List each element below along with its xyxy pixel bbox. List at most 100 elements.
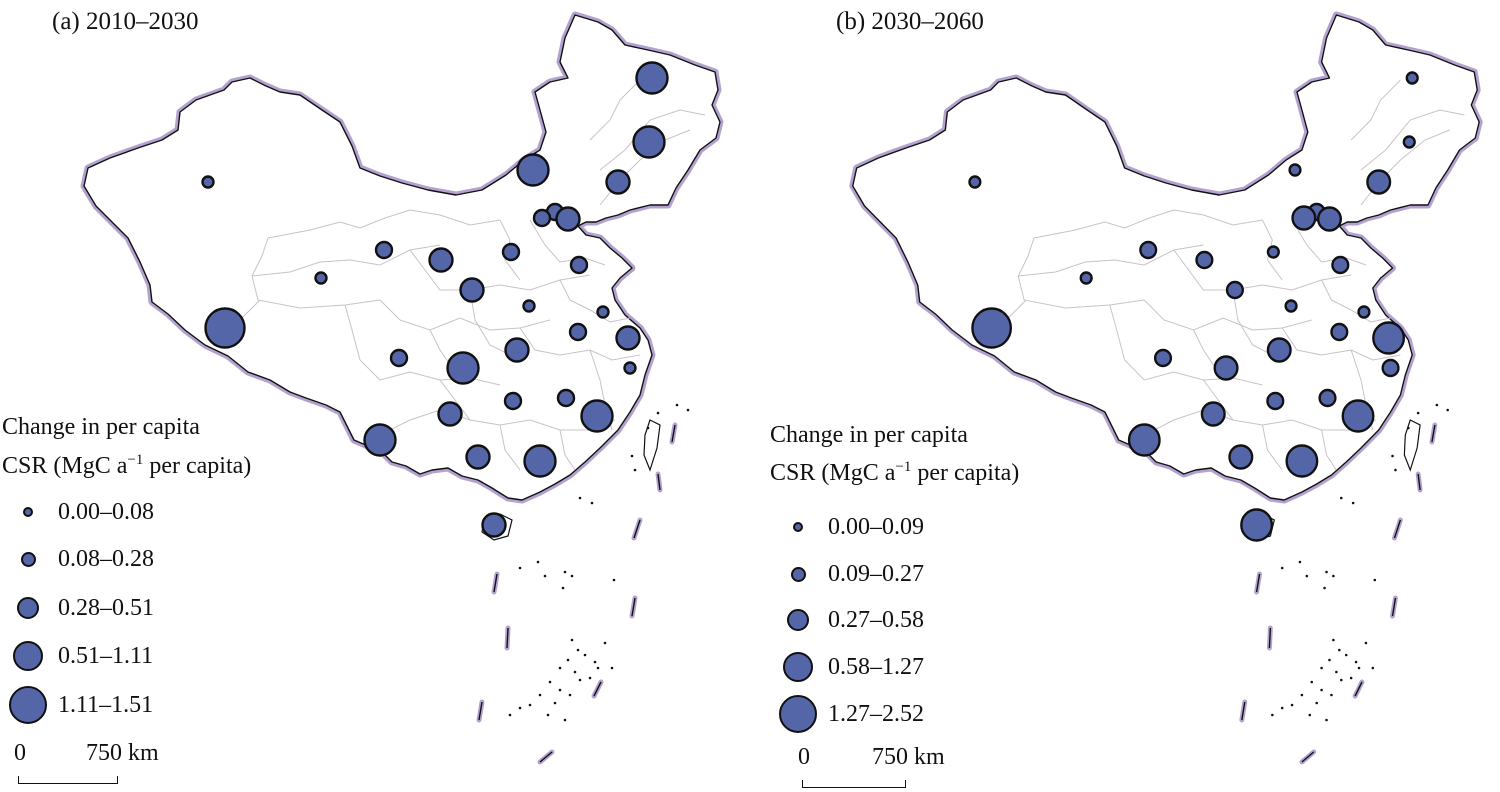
province-symbol-9	[314, 271, 328, 285]
island-dot	[630, 454, 634, 458]
province-symbol-19	[389, 348, 409, 368]
province-symbol-13	[569, 255, 589, 275]
south-sea-boundary-line	[1431, 424, 1436, 443]
province-symbol-26	[523, 444, 557, 478]
legend-title-line1-a: Change in per capita	[2, 414, 200, 440]
province-boundary	[1033, 209, 1263, 239]
island-dot	[558, 688, 562, 692]
province-symbol-18	[446, 351, 480, 385]
legend-circle-5-a	[9, 686, 47, 724]
south-sea-boundary-line	[593, 681, 602, 697]
legend-label-4-b: 0.58–1.27	[828, 653, 924, 680]
island-dot	[1354, 660, 1358, 664]
island-dot	[546, 713, 550, 717]
island-dot	[1323, 586, 1326, 590]
scale-bar-b: 0 750 km	[798, 744, 945, 792]
island-dot	[1328, 658, 1331, 662]
island-dot	[1391, 454, 1394, 458]
province-symbol-17	[504, 337, 530, 363]
south-sea-boundary-line	[631, 597, 636, 617]
map-layer-a	[80, 11, 724, 765]
province-boundary	[1017, 237, 1145, 309]
island-dot	[1330, 693, 1333, 697]
province-symbol-21	[503, 391, 523, 411]
province-symbol-29	[1316, 206, 1342, 232]
province-boundary	[1262, 424, 1283, 471]
scale-distance-a: 750 km	[86, 740, 159, 766]
province-symbol-26	[1285, 444, 1319, 478]
province-symbol-20	[437, 401, 463, 427]
province-symbol-5	[1366, 169, 1392, 195]
province-symbol-3	[632, 125, 666, 159]
legend-label-3-a: 0.28–0.51	[58, 594, 154, 621]
island-dot	[548, 680, 552, 684]
province-symbol-10	[1139, 240, 1158, 260]
island-dot	[1373, 578, 1377, 582]
legend-label-5-b: 1.27–2.52	[828, 700, 924, 727]
province-boundary	[1018, 244, 1204, 277]
taiwan-island	[1403, 419, 1421, 472]
province-boundary	[439, 379, 616, 431]
island-dot	[1332, 574, 1335, 578]
map-panel-2030-2060: (b) 2030–2060 Change in per capita CSR (…	[750, 0, 1500, 790]
legend-circle-5-b	[779, 695, 817, 733]
island-dot	[1335, 670, 1338, 674]
province-symbol-5	[605, 169, 631, 195]
province-boundary	[589, 79, 641, 141]
south-sea-boundary-line	[478, 701, 483, 721]
island-dot	[1310, 680, 1314, 684]
island-dot	[543, 574, 547, 578]
island-dot	[568, 693, 572, 697]
south-sea-boundary-line	[1268, 627, 1272, 649]
island-dot	[675, 403, 679, 407]
south-sea-boundary-line	[539, 751, 553, 763]
province-symbol-1	[204, 307, 246, 349]
island-dot	[1371, 666, 1375, 670]
province-symbol-22	[1318, 388, 1337, 408]
province-symbol-25	[1228, 444, 1254, 470]
scale-zero-b: 0	[798, 744, 810, 770]
island-dot	[588, 676, 592, 680]
province-symbol-11	[428, 247, 454, 273]
island-dot	[596, 666, 600, 670]
province-symbol-1	[971, 307, 1013, 349]
province-symbol-10	[374, 240, 394, 260]
province-symbol-23	[580, 399, 614, 433]
island-dot	[558, 666, 562, 670]
island-dot	[590, 501, 594, 505]
province-boundary	[1321, 429, 1337, 471]
legend-circle-2-b	[790, 566, 806, 582]
island-dot	[1298, 560, 1302, 564]
province-symbol-24	[363, 423, 397, 457]
legend-item-4-b: 0.58–1.27	[774, 645, 924, 689]
province-boundary	[409, 249, 591, 291]
province-symbol-14	[522, 299, 536, 313]
island-dot	[1320, 688, 1323, 692]
legend-label-2-a: 0.08–0.28	[58, 545, 154, 572]
island-dot	[578, 496, 582, 500]
island-dot	[570, 638, 574, 642]
legend-circle-1-a	[23, 507, 33, 517]
province-symbol-8	[968, 175, 982, 189]
province-boundary	[1321, 279, 1391, 323]
province-boundary	[559, 429, 576, 471]
province-boundary	[1350, 79, 1401, 141]
island-dot	[583, 653, 587, 657]
legend-item-1-b: 0.00–0.09	[774, 505, 924, 549]
legend-label-3-b: 0.27–0.58	[828, 606, 924, 633]
legend-circle-1-b	[793, 522, 803, 532]
island-dot	[1340, 678, 1343, 682]
province-symbol-7	[459, 277, 485, 303]
scale-distance-b: 750 km	[872, 744, 945, 770]
legend-label-1-b: 0.00–0.09	[828, 513, 924, 540]
province-symbol-16	[1330, 322, 1349, 342]
legend-item-3-b: 0.27–0.58	[774, 598, 924, 642]
island-dot	[536, 560, 540, 564]
island-dot	[1364, 641, 1368, 645]
south-sea-boundary-line	[1393, 519, 1402, 539]
province-boundary	[1281, 327, 1401, 361]
province-symbol-12	[501, 242, 521, 262]
legend-title-line1-b: Change in per capita	[770, 422, 968, 448]
province-symbol-4	[1288, 163, 1302, 177]
province-symbol-2	[1405, 71, 1419, 85]
